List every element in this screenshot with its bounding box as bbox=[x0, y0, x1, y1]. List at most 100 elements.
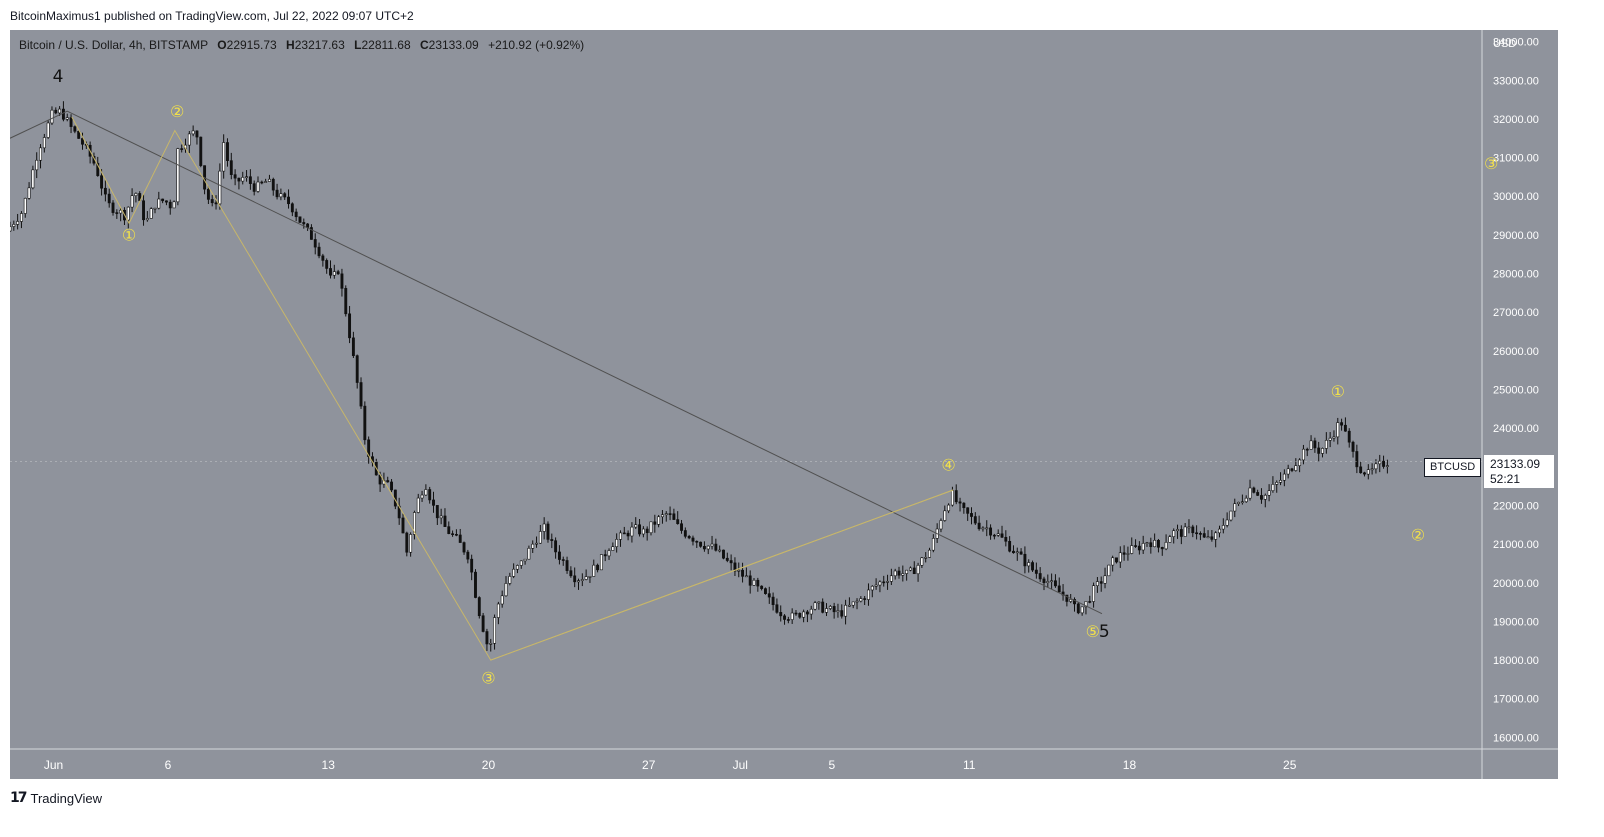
candle-body bbox=[1031, 562, 1034, 571]
candle-body bbox=[103, 187, 107, 195]
candle-body bbox=[1053, 580, 1057, 587]
candle-body bbox=[1206, 536, 1210, 539]
chart-area[interactable]: USD 16000.00 17000.00 18000.00 19000.00 20000… bbox=[10, 30, 1558, 779]
candle-body bbox=[752, 579, 756, 586]
candle-body bbox=[1351, 441, 1355, 452]
candle-body bbox=[241, 177, 245, 182]
candle-body bbox=[172, 201, 176, 209]
candle-body bbox=[348, 313, 352, 339]
candle-body bbox=[676, 519, 680, 525]
candle-body bbox=[1244, 497, 1248, 503]
candle-body bbox=[1317, 447, 1321, 454]
candle-body bbox=[1176, 529, 1179, 532]
trendline bbox=[10, 110, 1103, 615]
candle-body bbox=[863, 598, 867, 600]
candle-body bbox=[569, 570, 573, 577]
candle-body bbox=[1313, 440, 1317, 449]
candle-body bbox=[1198, 533, 1202, 535]
candle-body bbox=[386, 480, 390, 483]
candle-body bbox=[1366, 469, 1370, 475]
candle-body bbox=[897, 570, 901, 576]
candle-body bbox=[1050, 580, 1054, 583]
candle-body bbox=[638, 524, 641, 535]
candle-body bbox=[237, 177, 241, 182]
candle-body bbox=[256, 181, 260, 192]
candle-body bbox=[1015, 551, 1019, 554]
candle-body bbox=[1252, 487, 1256, 493]
y-tick-label: 26000.00 bbox=[1493, 346, 1539, 358]
candle-body bbox=[767, 593, 771, 598]
candle-body bbox=[157, 198, 161, 209]
candle-body bbox=[1374, 463, 1378, 470]
candle-body bbox=[828, 606, 832, 609]
candle-body bbox=[775, 604, 779, 613]
candle-body bbox=[531, 543, 535, 549]
candle-body bbox=[588, 576, 592, 578]
candle-body bbox=[985, 527, 989, 530]
candle-body bbox=[489, 643, 493, 645]
candle-body bbox=[1080, 606, 1084, 614]
candle-body bbox=[1279, 479, 1282, 483]
candle-body bbox=[1195, 532, 1199, 535]
candle-body bbox=[313, 239, 317, 248]
candle-body bbox=[706, 545, 710, 550]
wave-line bbox=[490, 489, 954, 661]
candle-body bbox=[954, 490, 958, 503]
last-price-tag: 23133.09 52:21 bbox=[1484, 455, 1554, 488]
candle-body bbox=[958, 501, 962, 504]
candle-body bbox=[134, 193, 138, 196]
candle-body bbox=[1076, 603, 1080, 614]
candle-body bbox=[130, 195, 134, 208]
candle-body bbox=[695, 540, 699, 543]
candle-body bbox=[1321, 448, 1324, 454]
candle-body bbox=[1160, 547, 1164, 550]
candle-body bbox=[1363, 472, 1366, 475]
y-tick-label: 29000.00 bbox=[1493, 230, 1539, 242]
candle-body bbox=[435, 505, 439, 519]
candle-body bbox=[1168, 536, 1172, 543]
candle-body bbox=[23, 198, 27, 214]
candle-body bbox=[508, 576, 512, 584]
candle-body bbox=[1038, 573, 1042, 580]
candle-body bbox=[1187, 526, 1191, 529]
candle-body bbox=[168, 201, 172, 209]
footer-brand[interactable]: TradingView bbox=[30, 790, 103, 806]
y-tick-label: 32000.00 bbox=[1493, 114, 1539, 126]
candle-body bbox=[626, 532, 630, 537]
symbol-info: Bitcoin / U.S. Dollar, 4h, BITSTAMP O229… bbox=[19, 38, 584, 52]
candle-body bbox=[687, 536, 691, 539]
candle-body bbox=[1118, 552, 1122, 563]
candle-body bbox=[405, 532, 409, 553]
candle-body bbox=[1008, 540, 1012, 552]
x-tick-label: 13 bbox=[322, 758, 336, 772]
y-tick-label: 20000.00 bbox=[1493, 578, 1539, 590]
candle-body bbox=[432, 499, 435, 506]
candle-body bbox=[481, 615, 485, 632]
x-tick-label: 6 bbox=[165, 758, 172, 772]
candle-body bbox=[1141, 543, 1145, 551]
candle-body bbox=[302, 222, 306, 225]
candle-body bbox=[1145, 542, 1149, 544]
candle-body bbox=[607, 550, 611, 557]
candle-body bbox=[561, 559, 565, 561]
candle-body bbox=[1336, 422, 1340, 438]
candle-body bbox=[1134, 545, 1138, 547]
candle-body bbox=[443, 515, 447, 527]
y-tick-label: 30000.00 bbox=[1493, 191, 1539, 203]
candle-body bbox=[1004, 536, 1008, 542]
candle-body bbox=[298, 216, 302, 223]
candle-body bbox=[1023, 553, 1027, 567]
candle-body bbox=[470, 558, 474, 573]
candle-body bbox=[565, 560, 569, 571]
candle-body bbox=[325, 260, 329, 269]
x-tick-label: 5 bbox=[829, 758, 836, 772]
candle-body bbox=[1248, 487, 1252, 499]
candle-body bbox=[164, 200, 168, 203]
candle-body bbox=[1019, 551, 1023, 555]
candle-body bbox=[1157, 539, 1160, 548]
footer: 17 TradingView bbox=[10, 790, 102, 806]
candle-body bbox=[901, 573, 905, 576]
candle-body bbox=[634, 524, 638, 528]
candle-body bbox=[756, 579, 760, 587]
candle-body bbox=[699, 541, 703, 547]
